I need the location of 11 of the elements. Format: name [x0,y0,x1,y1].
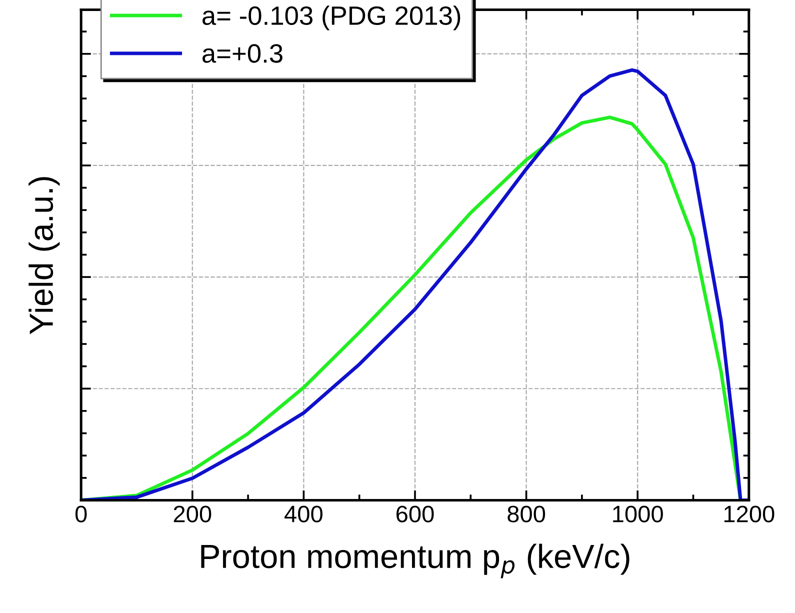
x-tick-label: 0 [75,506,87,522]
legend-label: a=+0.3 [202,44,282,63]
x-tick-label: 800 [508,506,546,522]
x-axis-title: Proton momentum p$_{p}$ (keV/c) [201,544,630,578]
x-tick-label: 600 [396,506,434,522]
x-tick-label: 1000 [613,506,663,522]
y-axis-title: Yield (a.u.) [28,177,60,334]
x-tick-label: 200 [174,506,212,522]
x-tick-label: 400 [284,506,322,522]
x-tick-label: 1200 [724,506,774,522]
legend-label: a= -0.103 (PDG 2013) [202,6,460,30]
